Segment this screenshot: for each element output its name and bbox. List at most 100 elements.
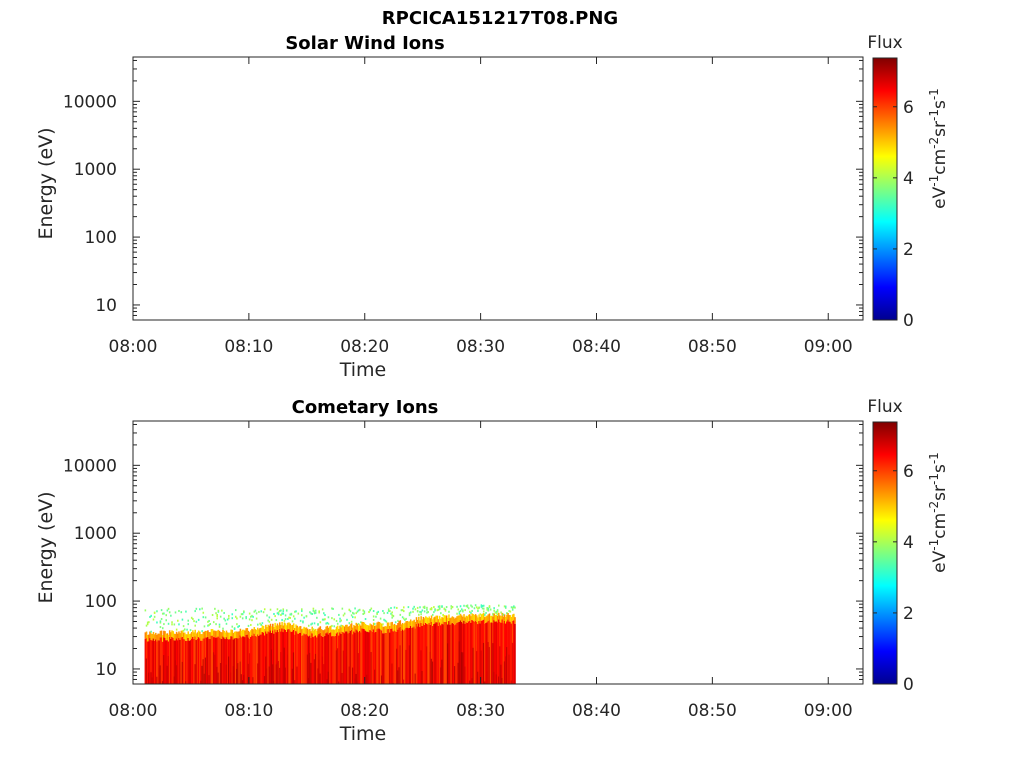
heatmap-cell (161, 609, 163, 611)
heatmap-cell (235, 609, 237, 611)
heatmap-cell (339, 618, 341, 620)
heatmap-cell (282, 613, 284, 615)
colorbar-tick-label: 2 (903, 240, 914, 260)
heatmap-cell (277, 608, 279, 610)
heatmap-cell (293, 615, 295, 617)
heatmap-cell (313, 608, 315, 610)
heatmap-cell (196, 621, 198, 623)
heatmap-cell (175, 611, 177, 613)
heatmap-cell (432, 614, 434, 616)
heatmap-cell (201, 608, 203, 610)
heatmap-cell (457, 608, 459, 610)
x-tick-label: 09:00 (804, 701, 853, 721)
heatmap-cell (181, 611, 183, 613)
y-tick-label: 1000 (74, 160, 117, 180)
heatmap-cell (400, 614, 402, 616)
heatmap-cell (317, 624, 319, 626)
heatmap-cell (324, 614, 326, 616)
heatmap-cell (165, 619, 167, 621)
heatmap-cell (396, 607, 398, 609)
heatmap-cell (278, 613, 280, 615)
heatmap-cell (351, 621, 353, 623)
heatmap-cell (171, 621, 173, 623)
heatmap-cell (209, 623, 211, 625)
heatmap-cell (344, 613, 346, 615)
heatmap-cell (315, 612, 317, 614)
x-tick-label: 08:00 (109, 337, 158, 357)
x-axis-label: Time (339, 359, 387, 381)
heatmap-cell (409, 614, 411, 616)
colorbar-units-label: eV-1cm-2sr-1s-1 (927, 88, 950, 209)
heatmap-cell (190, 629, 192, 631)
heatmap-cell (193, 620, 195, 622)
heatmap-cell (258, 611, 260, 613)
heatmap-cell (373, 615, 375, 617)
heatmap-cell (270, 609, 272, 611)
heatmap-cell (187, 623, 189, 625)
heatmap-cell (170, 615, 172, 617)
heatmap-cell (456, 606, 458, 608)
heatmap-cell (386, 621, 388, 623)
heatmap-cell (419, 606, 421, 608)
heatmap-cell (373, 610, 375, 612)
heatmap-cell (338, 614, 340, 616)
heatmap-cell (226, 623, 228, 625)
heatmap-cell (249, 613, 251, 615)
y-tick-label: 10 (95, 296, 117, 316)
heatmap-cell (286, 610, 288, 612)
heatmap-cell (219, 626, 221, 628)
x-tick-label: 09:00 (804, 337, 853, 357)
heatmap-cell (171, 623, 173, 625)
heatmap-cell (242, 617, 244, 619)
heatmap-cell (333, 625, 335, 627)
heatmap-cell (315, 610, 317, 612)
heatmap-cell (176, 629, 178, 631)
heatmap-cell (231, 626, 233, 628)
heatmap-cell (215, 623, 217, 625)
heatmap-cell (291, 613, 293, 615)
heatmap-cell (203, 612, 205, 614)
heatmap-cell (382, 610, 384, 612)
heatmap-cell (405, 618, 407, 620)
heatmap-cell (380, 618, 382, 620)
heatmap-cell (377, 611, 379, 613)
heatmap-cell (222, 628, 224, 630)
heatmap-cell (351, 614, 353, 616)
heatmap-cell (342, 608, 344, 610)
heatmap-cell (426, 607, 428, 609)
heatmap-cell (223, 612, 225, 614)
heatmap-cell (223, 618, 225, 620)
heatmap-cell (260, 610, 262, 612)
heatmap-cell (153, 619, 155, 621)
heatmap-cell (318, 611, 320, 613)
heatmap-cell (434, 609, 436, 611)
heatmap-cell (354, 616, 356, 618)
heatmap-cell (452, 606, 454, 608)
heatmap-cell (375, 616, 377, 618)
y-tick-label: 10000 (63, 456, 117, 476)
colorbar (873, 58, 897, 320)
heatmap-cell (383, 612, 385, 614)
heatmap-cell (456, 613, 458, 615)
heatmap-cell (306, 615, 308, 617)
colorbar-tick-label: 4 (903, 533, 914, 553)
heatmap-cell (192, 618, 194, 620)
heatmap-cell (215, 612, 217, 614)
heatmap-cell (320, 621, 322, 623)
heatmap-cell (238, 625, 240, 627)
heatmap-cell (433, 606, 435, 608)
heatmap-cell (150, 615, 152, 617)
heatmap-cell (474, 607, 476, 609)
heatmap-cell (514, 624, 516, 684)
heatmap-cell (150, 631, 152, 633)
heatmap-cell (353, 613, 355, 615)
heatmap-cell (333, 618, 335, 620)
heatmap-cell (441, 605, 443, 607)
heatmap-cell (448, 611, 450, 613)
heatmap-cell (183, 625, 185, 627)
heatmap-cell (427, 611, 429, 613)
x-tick-label: 08:30 (456, 337, 505, 357)
x-tick-label: 08:40 (572, 337, 621, 357)
heatmap-cell (364, 611, 366, 613)
heatmap-cell (280, 609, 282, 611)
